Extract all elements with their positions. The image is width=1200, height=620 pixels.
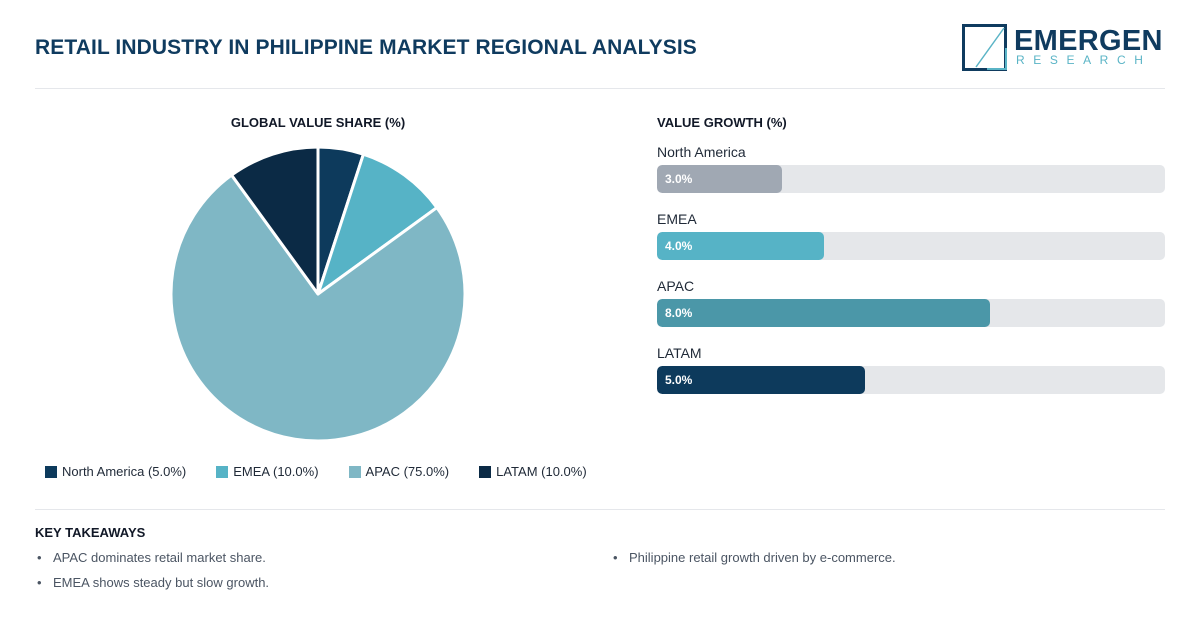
legend-swatch [479,465,492,478]
bar-value-label: 5.0% [665,373,693,387]
bar-value-label: 4.0% [665,239,693,253]
bar-track: 5.0% [657,366,1165,394]
bar-track: 3.0% [657,165,1165,193]
bar-apac[interactable]: 8.0% [657,299,991,327]
takeaway-item: EMEA shows steady but slow growth. [37,575,269,590]
legend-item: LATAM (10.0%) [479,464,587,479]
legend-item: EMEA (10.0%) [216,464,319,479]
takeaway-item: Philippine retail growth driven by e-com… [613,550,896,565]
legend-item: North America (5.0%) [45,464,186,479]
bar-chart-title: VALUE GROWTH (%) [657,115,787,130]
bar-row: LATAM 5.0% [657,345,1165,412]
bar-track: 4.0% [657,232,1165,260]
pie-slice-apac[interactable] [169,173,467,443]
value-growth-bar-chart: North America 3.0% EMEA 4.0% APAC 8.0% LATAM 5.… [657,144,1165,412]
legend-label: LATAM (10.0%) [496,464,587,479]
bar-row: North America 3.0% [657,144,1165,211]
legend-swatch [45,465,57,478]
legend-swatch [216,465,229,478]
bar-north-america[interactable]: 3.0% [657,165,782,193]
legend-label: EMEA (10.0%) [233,464,319,479]
pie-chart-title: GLOBAL VALUE SHARE (%) [230,115,406,130]
bar-row: APAC 8.0% [657,278,1165,345]
bar-emea[interactable]: 4.0% [657,232,824,260]
bar-row: EMEA 4.0% [657,211,1165,278]
bar-category-label: APAC [657,278,695,294]
bar-value-label: 3.0% [665,172,693,186]
bar-category-label: LATAM [657,345,702,361]
value-share-pie-chart [169,145,467,443]
bar-category-label: North America [657,144,746,160]
logo-subtitle: RESEARCH [1016,53,1152,67]
page-title: RETAIL INDUSTRY IN PHILIPPINE MARKET REG… [35,36,697,59]
legend-swatch [348,465,361,478]
pie-legend: North America (5.0%) EMEA (10.0%) APAC (75… [45,464,587,479]
takeaway-item: APAC dominates retail market share. [37,550,266,565]
header: RETAIL INDUSTRY IN PHILIPPINE MARKET REG… [35,0,1165,89]
legend-label: APAC (75.0%) [365,464,450,479]
bar-value-label: 8.0% [665,306,693,320]
legend-label: North America (5.0%) [62,464,187,479]
pie-slice-emea[interactable] [316,152,439,296]
bar-track: 8.0% [657,299,1165,327]
bar-latam[interactable]: 5.0% [657,366,866,394]
pie-slice-latam[interactable] [230,145,320,296]
legend-item: APAC (75.0%) [348,464,450,479]
emergen-research-logo[interactable]: EMERGEN RESEARCH [962,24,1165,71]
key-takeaways-title: KEY TAKEAWAYS [35,525,146,540]
bar-category-label: EMEA [657,211,697,227]
section-divider [35,509,1165,510]
logo-name: EMERGEN [1014,25,1163,57]
logo-mark-icon [962,24,1007,71]
